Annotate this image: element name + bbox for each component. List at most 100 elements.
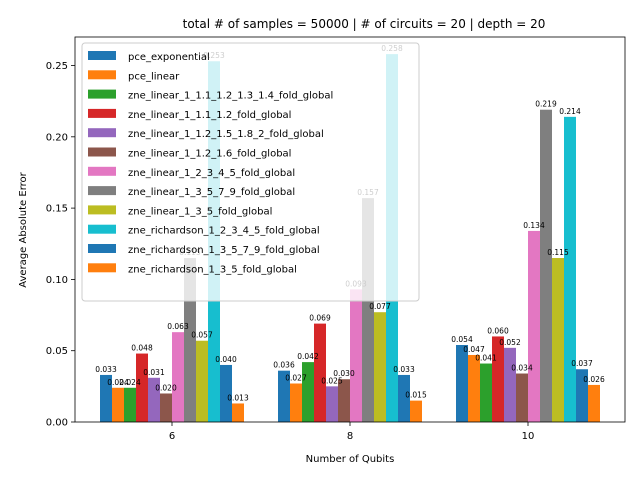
y-axis-label: Average Absolute Error xyxy=(18,171,29,287)
legend: pce_exponential pce_linear zne_linear_1_1.… xyxy=(81,42,420,302)
data-label-zne_linear_1_1.1_1.2_1.3_1.4_fold_global-10: 0.041 xyxy=(475,354,497,363)
bar-zne_linear_1_3_5_fold_global-8 xyxy=(374,312,386,422)
bar-zne_linear_1_1.2_1.5_1.8_2_fold_global-10 xyxy=(504,347,516,422)
bar-zne_linear_1_1.1_1.2_1.3_1.4_fold_global-10 xyxy=(480,363,492,422)
bar-zne_richardson_1_3_5_7_9_fold_global-6 xyxy=(220,364,232,422)
bar-zne_linear_1_1.2_1.6_fold_global-6 xyxy=(160,393,172,422)
y-tick-label: 0.25 xyxy=(46,61,68,72)
chart-title: total # of samples = 50000 | # of circui… xyxy=(183,17,546,31)
legend-entry: pce_linear xyxy=(128,71,180,82)
bar-zne_linear_1_1.2_1.6_fold_global-10 xyxy=(516,373,528,422)
y-tick-label: 0.20 xyxy=(46,132,68,143)
bar-pce_exponential-10 xyxy=(456,345,468,422)
legend-swatch xyxy=(88,186,116,196)
bar-zne_linear_1_2_3_4_5_fold_global-6 xyxy=(172,332,184,422)
x-tick-label: 6 xyxy=(169,431,175,442)
data-label-zne_linear_1_1.2_1.5_1.8_2_fold_global-10: 0.052 xyxy=(499,338,521,347)
legend-swatch xyxy=(88,244,116,253)
data-label-zne_linear_1_1.1_1.2_fold_global-8: 0.069 xyxy=(309,314,331,323)
legend-swatch xyxy=(88,51,116,60)
data-label-pce_linear-6: 0.024 xyxy=(107,378,129,387)
bar-zne_linear_1_3_5_fold_global-10 xyxy=(552,258,564,422)
bar-zne_linear_1_1.1_1.2_1.3_1.4_fold_global-8 xyxy=(302,362,314,422)
legend-entry: zne_linear_1_1.2_1.5_1.8_2_fold_global xyxy=(128,129,324,140)
data-label-zne_linear_1_1.2_1.6_fold_global-8: 0.030 xyxy=(333,369,355,378)
legend-entry: zne_richardson_1_3_5_fold_global xyxy=(128,264,297,275)
data-label-pce_exponential-6: 0.033 xyxy=(95,365,117,374)
data-label-zne_richardson_1_3_5_7_9_fold_global-8: 0.033 xyxy=(393,365,415,374)
data-label-zne_linear_1_1.1_1.2_1.3_1.4_fold_global-8: 0.042 xyxy=(297,352,319,361)
bar-zne_linear_1_3_5_7_9_fold_global-10 xyxy=(540,109,552,422)
bar-zne_linear_1_1.2_1.5_1.8_2_fold_global-8 xyxy=(326,386,338,422)
bar-pce_exponential-8 xyxy=(278,370,290,422)
legend-swatch xyxy=(88,128,116,138)
legend-swatch xyxy=(88,263,116,273)
data-label-zne_linear_1_1.1_1.2_fold_global-10: 0.060 xyxy=(487,326,509,335)
data-label-zne_linear_1_3_5_fold_global-10: 0.115 xyxy=(547,248,569,257)
data-label-zne_linear_1_3_5_fold_global-8: 0.077 xyxy=(369,302,391,311)
bar-zne_linear_1_3_5_fold_global-6 xyxy=(196,340,208,422)
data-label-zne_richardson_1_2_3_4_5_fold_global-10: 0.214 xyxy=(559,107,581,116)
data-label-zne_linear_1_1.1_1.2_1.3_1.4_fold_global-6: 0.024 xyxy=(119,378,141,387)
bar-zne_linear_1_2_3_4_5_fold_global-8 xyxy=(350,289,362,422)
x-tick-label: 10 xyxy=(522,431,535,442)
data-labels-layer: 0.033 0.036 0.054 0.024 0.027 0.047 0.024 0.042… xyxy=(95,44,605,402)
bar-zne_linear_1_1.1_1.2_fold_global-6 xyxy=(136,353,148,422)
legend-entry: zne_linear_1_3_5_fold_global xyxy=(128,206,272,217)
x-tick-label: 8 xyxy=(347,431,353,442)
data-label-zne_linear_1_1.2_1.5_1.8_2_fold_global-6: 0.031 xyxy=(143,368,165,377)
bar-zne_richardson_1_3_5_7_9_fold_global-10 xyxy=(576,369,588,422)
bar-pce_linear-10 xyxy=(468,354,480,422)
legend-entry: zne_linear_1_1.1_1.2_1.3_1.4_fold_global xyxy=(128,91,333,102)
data-label-zne_linear_1_3_5_fold_global-6: 0.057 xyxy=(191,331,213,340)
bar-zne_linear_1_1.1_1.2_fold_global-8 xyxy=(314,323,326,422)
bar-zne_richardson_1_3_5_fold_global-6 xyxy=(232,403,244,422)
legend-entry: zne_richardson_1_3_5_7_9_fold_global xyxy=(128,245,320,256)
data-label-zne_richardson_1_3_5_fold_global-10: 0.026 xyxy=(583,375,605,384)
bar-zne_richardson_1_3_5_fold_global-10 xyxy=(588,384,600,422)
legend-swatch xyxy=(88,166,116,176)
data-label-zne_richardson_1_3_5_fold_global-8: 0.015 xyxy=(405,391,427,400)
bar-zne_linear_1_1.2_1.6_fold_global-8 xyxy=(338,379,350,422)
data-label-zne_linear_1_2_3_4_5_fold_global-6: 0.063 xyxy=(167,322,189,331)
bar-pce_exponential-6 xyxy=(100,374,112,422)
bar-zne_linear_1_2_3_4_5_fold_global-10 xyxy=(528,230,540,422)
legend-swatch xyxy=(88,70,116,80)
data-label-pce_linear-8: 0.027 xyxy=(285,374,307,383)
legend-swatch xyxy=(88,89,116,99)
legend-swatch xyxy=(88,147,116,157)
data-label-zne_richardson_1_3_5_7_9_fold_global-6: 0.040 xyxy=(215,355,237,364)
data-label-zne_linear_1_2_3_4_5_fold_global-10: 0.134 xyxy=(523,221,545,230)
data-label-zne_linear_1_3_5_7_9_fold_global-10: 0.219 xyxy=(535,100,557,109)
legend-box xyxy=(81,42,420,302)
bar-pce_linear-6 xyxy=(112,387,124,422)
data-label-zne_linear_1_1.2_1.6_fold_global-6: 0.020 xyxy=(155,383,177,392)
data-label-pce_exponential-8: 0.036 xyxy=(273,361,295,370)
data-label-zne_richardson_1_3_5_fold_global-6: 0.013 xyxy=(227,393,249,402)
legend-swatch xyxy=(88,205,116,215)
axes-layer: 0.00 0.05 0.10 0.15 0.20 0.25 6 8 10 xyxy=(46,36,626,442)
y-tick-label: 0.15 xyxy=(46,204,68,215)
y-tick-label: 0.10 xyxy=(46,275,68,286)
legend-swatch xyxy=(88,108,116,118)
y-tick-label: 0.05 xyxy=(46,346,68,357)
bar-zne_richardson_1_2_3_4_5_fold_global-10 xyxy=(564,116,576,422)
data-label-zne_linear_1_1.2_1.5_1.8_2_fold_global-8: 0.025 xyxy=(321,376,343,385)
bar-zne_linear_1_1.1_1.2_fold_global-10 xyxy=(492,336,504,422)
legend-entry: pce_exponential xyxy=(128,52,210,63)
legend-entry: zne_richardson_1_2_3_4_5_fold_global xyxy=(128,226,320,237)
bar-zne_richardson_1_3_5_7_9_fold_global-8 xyxy=(398,374,410,422)
bar-zne_linear_1_1.2_1.5_1.8_2_fold_global-6 xyxy=(148,377,160,422)
data-label-zne_linear_1_1.1_1.2_fold_global-6: 0.048 xyxy=(131,344,153,353)
legend-entry: zne_linear_1_2_3_4_5_fold_global xyxy=(128,168,295,179)
legend-entry: zne_linear_1_1.1_1.2_fold_global xyxy=(128,110,291,121)
data-label-zne_linear_1_1.2_1.6_fold_global-10: 0.034 xyxy=(511,364,533,373)
legend-entry: zne_linear_1_3_5_7_9_fold_global xyxy=(128,187,295,198)
bar-zne_richardson_1_3_5_fold_global-8 xyxy=(410,400,422,422)
y-tick-label: 0.00 xyxy=(46,418,68,429)
data-label-pce_exponential-10: 0.054 xyxy=(451,335,473,344)
legend-entry: zne_linear_1_1.2_1.6_fold_global xyxy=(128,149,291,160)
bar-pce_linear-8 xyxy=(290,383,302,422)
bar-zne_linear_1_1.1_1.2_1.3_1.4_fold_global-6 xyxy=(124,387,136,422)
